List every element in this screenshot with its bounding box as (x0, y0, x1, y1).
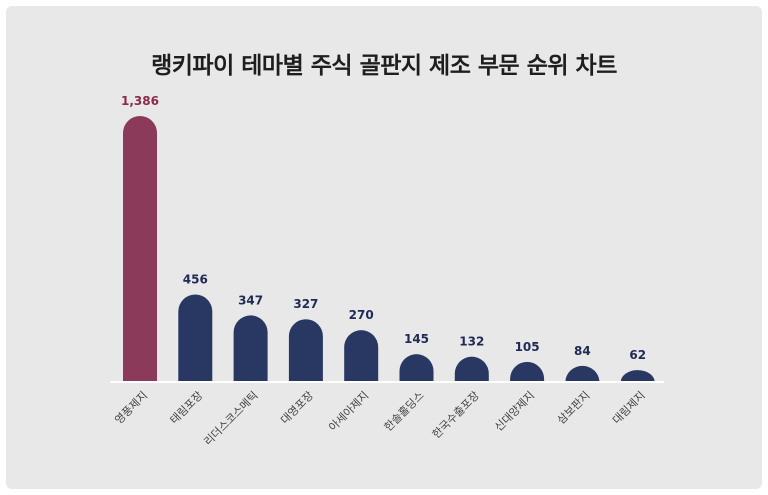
bar-10 (620, 370, 655, 382)
bar-2 (178, 294, 213, 382)
chart-title: 랭키파이 테마별 주식 골판지 제조 부문 순위 차트 (151, 53, 617, 79)
value-label-2: 456 (183, 272, 208, 286)
category-label-6: 한솔홀딩스 (382, 389, 427, 434)
bar-7 (454, 356, 489, 382)
category-label-7: 한국수출포장 (430, 389, 482, 441)
bars-group (123, 116, 655, 382)
value-label-6: 145 (404, 332, 429, 346)
bar-4 (288, 319, 323, 382)
value-label-1: 1,386 (121, 94, 159, 108)
value-label-4: 327 (293, 297, 318, 311)
category-label-9: 삼보판지 (555, 389, 593, 427)
bar-6 (399, 354, 434, 382)
category-label-2: 태림포장 (168, 389, 206, 427)
bar-1 (123, 116, 157, 382)
value-label-5: 270 (349, 308, 374, 322)
value-label-9: 84 (574, 344, 591, 358)
value-label-8: 105 (515, 340, 540, 354)
bar-9 (565, 365, 600, 382)
value-label-7: 132 (459, 335, 484, 349)
category-label-3: 리더스코스메틱 (201, 389, 260, 448)
category-label-5: 아세아제지 (326, 389, 371, 434)
value-label-10: 62 (629, 348, 646, 362)
value-labels-group: 1,386 456 347 327 270 145 132 105 84 62 (121, 94, 646, 362)
category-label-4: 대영포장 (278, 389, 316, 427)
value-label-3: 347 (238, 293, 263, 307)
category-label-10: 대림제지 (610, 389, 648, 427)
category-label-8: 신대양제지 (492, 389, 537, 434)
bar-3 (233, 315, 268, 382)
category-label-1: 영풍제지 (112, 389, 150, 427)
bar-5 (344, 330, 379, 382)
bar-8 (510, 361, 545, 382)
